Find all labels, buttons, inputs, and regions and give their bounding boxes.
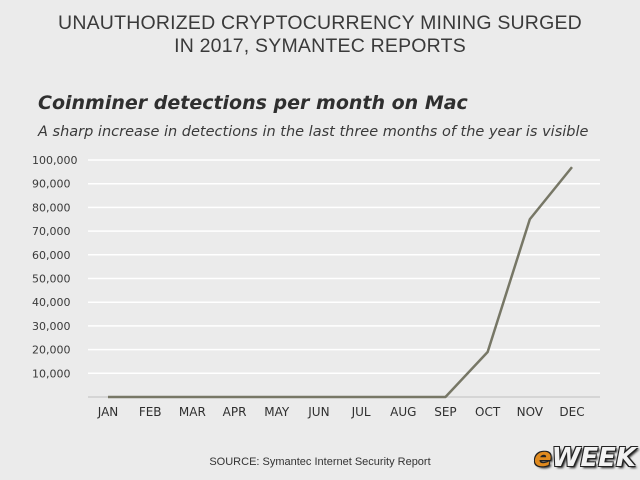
logo-week: WEEK: [551, 443, 636, 473]
y-tick-label: 30,000: [32, 320, 71, 333]
eweek-logo: eWEEK: [534, 442, 636, 474]
series-layer: [107, 166, 573, 399]
x-tick-label: DEC: [559, 405, 584, 419]
y-tick-label: 60,000: [32, 249, 71, 262]
headline-line-2: IN 2017, SYMANTEC REPORTS: [174, 35, 466, 57]
x-tick-label: APR: [223, 405, 247, 419]
x-tick-label: JAN: [97, 405, 119, 419]
x-tick-label: FEB: [139, 405, 162, 419]
y-tick-label: 80,000: [32, 201, 71, 214]
x-tick-label: OCT: [475, 405, 501, 419]
logo-e: e: [534, 443, 552, 473]
x-tick-label: MAY: [264, 405, 290, 419]
x-tick-label: SEP: [434, 405, 456, 419]
x-tick-label: JUN: [307, 405, 329, 419]
series-line: [108, 166, 573, 399]
headline-line-1: UNAUTHORIZED CRYPTOCURRENCY MINING SURGE…: [58, 12, 582, 34]
x-tick-label: AUG: [390, 405, 416, 419]
y-tick-label: 10,000: [32, 367, 71, 380]
chart-subtitle: A sharp increase in detections in the la…: [38, 124, 589, 140]
y-tick-label: 50,000: [32, 273, 71, 286]
y-axis-tick-labels: 10,000 20,000 30,000 40,000 50,000 60,000 70,0…: [32, 154, 78, 380]
x-tick-label: NOV: [517, 405, 544, 419]
y-tick-label: 70,000: [32, 225, 71, 238]
source-note: SOURCE: Symantec Internet Security Repor…: [209, 456, 431, 468]
y-tick-label: 20,000: [32, 344, 71, 357]
x-tick-label: JUL: [351, 405, 371, 419]
x-axis-tick-labels: JAN FEB MAR APR MAY JUN JUL AUG SEP OCT NOV DEC: [97, 405, 585, 419]
gridlines: [88, 159, 600, 375]
eweek-logo-text: eWEEK: [534, 442, 636, 474]
y-tick-label: 90,000: [32, 178, 71, 191]
x-tick-label: MAR: [179, 405, 206, 419]
y-tick-label: 40,000: [32, 296, 71, 309]
chart-title: Coinminer detections per month on Mac: [38, 92, 468, 114]
y-tick-label: 100,000: [32, 154, 78, 167]
headline: UNAUTHORIZED CRYPTOCURRENCY MINING SURGE…: [0, 12, 640, 58]
